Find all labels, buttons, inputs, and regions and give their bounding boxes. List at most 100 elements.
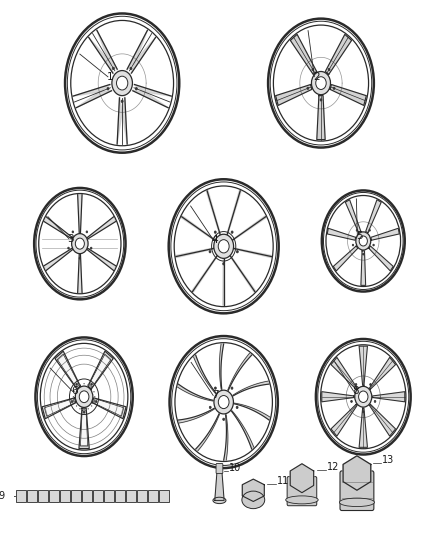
Ellipse shape [88,408,89,409]
Ellipse shape [68,247,69,249]
Polygon shape [361,251,366,285]
Ellipse shape [83,411,85,413]
Ellipse shape [356,232,371,250]
Ellipse shape [88,384,89,385]
Polygon shape [226,190,241,237]
Polygon shape [373,392,405,402]
Polygon shape [57,354,79,387]
Polygon shape [178,384,213,401]
Polygon shape [343,456,371,490]
Ellipse shape [71,400,73,402]
Ellipse shape [79,408,81,409]
Ellipse shape [71,21,173,146]
Ellipse shape [72,231,74,233]
Text: 5: 5 [356,231,363,241]
Ellipse shape [213,497,226,504]
Polygon shape [330,85,366,106]
Polygon shape [325,35,352,75]
Polygon shape [327,228,356,240]
Polygon shape [369,404,396,436]
Text: 6: 6 [71,386,78,397]
Ellipse shape [237,251,238,253]
Ellipse shape [214,234,233,259]
Polygon shape [89,354,111,387]
Ellipse shape [117,76,128,90]
Polygon shape [229,254,255,292]
Ellipse shape [39,194,121,294]
Polygon shape [322,392,354,402]
Polygon shape [366,200,381,233]
Text: 7: 7 [212,391,218,400]
Bar [115,490,125,502]
Ellipse shape [370,384,371,385]
Polygon shape [228,353,252,390]
Ellipse shape [79,257,81,259]
Ellipse shape [79,391,89,402]
Ellipse shape [355,386,372,407]
Ellipse shape [113,67,114,70]
Ellipse shape [286,496,318,504]
Bar [103,490,114,502]
Ellipse shape [174,187,273,306]
Ellipse shape [76,383,78,385]
Bar [71,490,81,502]
Ellipse shape [333,87,335,90]
Bar [92,490,102,502]
Ellipse shape [90,247,92,249]
Ellipse shape [209,406,211,409]
Polygon shape [194,355,216,393]
Polygon shape [223,257,225,305]
Ellipse shape [94,396,95,398]
Polygon shape [196,414,219,451]
Ellipse shape [72,233,88,254]
Ellipse shape [73,396,74,398]
Bar [16,490,26,502]
Polygon shape [359,346,367,385]
Ellipse shape [231,387,233,389]
Polygon shape [359,408,367,447]
Ellipse shape [214,387,216,389]
Ellipse shape [369,229,371,231]
Ellipse shape [363,253,364,255]
Bar [38,490,48,502]
Ellipse shape [339,498,374,506]
Ellipse shape [175,343,272,461]
Text: 12: 12 [327,462,340,472]
Polygon shape [42,398,76,419]
Polygon shape [206,190,221,237]
Polygon shape [55,351,80,389]
Polygon shape [224,415,228,460]
Polygon shape [276,85,312,106]
Ellipse shape [86,231,88,233]
Ellipse shape [214,231,216,233]
Polygon shape [290,464,314,492]
Ellipse shape [79,384,81,385]
Bar [49,490,59,502]
Ellipse shape [351,400,352,402]
Ellipse shape [93,391,95,392]
Ellipse shape [112,70,132,95]
Polygon shape [94,399,124,416]
Polygon shape [44,399,74,416]
Text: 9: 9 [0,491,5,501]
Polygon shape [234,403,270,420]
Polygon shape [178,408,215,423]
Ellipse shape [75,386,93,407]
Ellipse shape [84,409,85,410]
Ellipse shape [214,390,233,414]
Ellipse shape [41,344,127,450]
Ellipse shape [359,391,368,402]
Polygon shape [92,398,126,419]
Polygon shape [233,381,269,396]
Polygon shape [331,404,357,436]
Polygon shape [176,248,215,257]
Polygon shape [215,472,224,500]
Polygon shape [231,216,266,241]
Ellipse shape [316,77,326,90]
Ellipse shape [326,196,400,286]
Polygon shape [369,246,393,271]
Ellipse shape [218,395,229,409]
Bar [60,490,70,502]
Polygon shape [317,95,325,140]
Polygon shape [73,84,113,108]
